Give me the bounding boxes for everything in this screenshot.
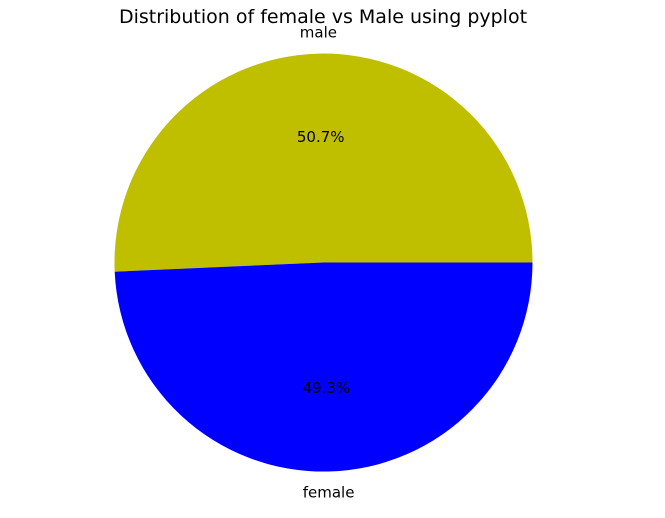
pie-labels: male 50.7% female 49.3% xyxy=(297,24,355,502)
pie-slice-male xyxy=(114,53,533,272)
pct-label-male: 50.7% xyxy=(297,128,345,146)
pie-slice-female xyxy=(114,262,533,472)
pie-slices xyxy=(114,53,533,472)
slice-label-male: male xyxy=(300,24,337,42)
chart-title: Distribution of female vs Male using pyp… xyxy=(119,6,527,28)
pct-label-female: 49.3% xyxy=(302,379,350,397)
slice-label-female: female xyxy=(303,483,355,501)
